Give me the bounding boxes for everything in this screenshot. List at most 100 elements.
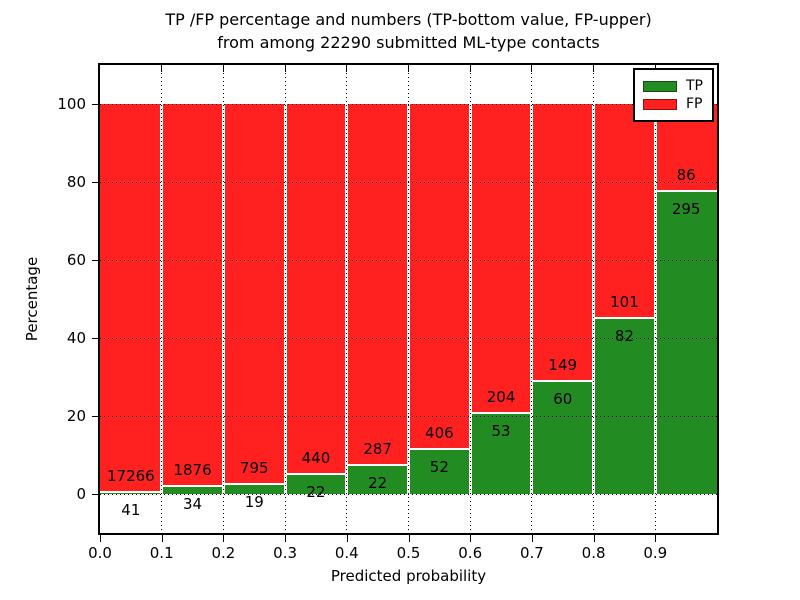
x-tick-mark (223, 533, 225, 542)
tp-count-label: 34 (183, 495, 203, 514)
x-tick-label: 0.2 (211, 544, 236, 562)
x-tick-mark (161, 533, 163, 542)
tp-count-label: 53 (491, 421, 511, 440)
x-gridline (284, 65, 286, 533)
fp-bar-segment (410, 104, 469, 450)
tp-swatch-icon (643, 80, 677, 92)
x-tick-label: 0.6 (458, 544, 483, 562)
x-axis-label: Predicted probability (330, 567, 487, 585)
tp-count-label: 22 (368, 474, 388, 493)
legend-label-fp: FP (686, 96, 703, 112)
top-tick-mark (161, 65, 163, 72)
fp-bar-segment (224, 104, 284, 485)
x-tick-mark (470, 533, 472, 542)
fp-count-label: 149 (548, 356, 578, 375)
x-tick-mark (408, 533, 410, 542)
fp-count-label: 795 (239, 458, 269, 477)
x-tick-label: 0.3 (273, 544, 298, 562)
y-tick-label: 100 (57, 95, 86, 113)
fp-bar-segment (595, 104, 654, 320)
tp-bar-segment (286, 475, 346, 494)
y-tick-label: 80 (66, 173, 86, 191)
tp-count-label: 295 (671, 200, 701, 219)
fp-count-label: 17266 (106, 467, 155, 486)
fp-count-label: 406 (425, 423, 454, 442)
x-tick-label: 0.4 (334, 544, 359, 562)
y-tick-mark (92, 181, 100, 183)
fp-bar-segment (348, 104, 407, 467)
x-tick-mark (346, 533, 348, 542)
fp-bar-segment (100, 104, 161, 494)
fp-count-label: 86 (676, 166, 696, 185)
x-tick-label: 0.8 (581, 544, 606, 562)
tp-count-label: 82 (614, 327, 634, 346)
x-gridline (593, 65, 595, 533)
tp-count-label: 52 (429, 457, 449, 476)
fp-count-label: 101 (610, 293, 639, 312)
fp-bar-segment (533, 104, 593, 383)
x-tick-label: 0.5 (396, 544, 421, 562)
top-tick-mark (284, 65, 286, 72)
y-tick-mark (92, 259, 100, 261)
y-axis-label: Percentage (23, 256, 41, 342)
x-gridline (408, 65, 409, 533)
fp-swatch-icon (643, 98, 677, 110)
fp-count-label: 204 (486, 387, 516, 406)
fp-bar-segment (163, 104, 222, 488)
x-gridline (469, 65, 471, 533)
x-tick-label: 0.0 (88, 544, 112, 562)
y-tick-mark (92, 493, 100, 495)
y-tick-mark (92, 337, 100, 339)
tp-bar-segment (471, 413, 531, 494)
chart-title: TP /FP percentage and numbers (TP-bottom… (98, 8, 719, 54)
x-tick-mark (285, 533, 287, 542)
y-tick-mark (92, 415, 100, 417)
x-tick-mark (655, 533, 657, 542)
tp-count-label: 41 (121, 501, 141, 520)
legend-label-tp: TP (686, 78, 703, 94)
x-tick-label: 0.7 (519, 544, 544, 562)
legend-entry-tp: TP (643, 79, 703, 93)
tp-bar-segment (595, 319, 654, 494)
x-gridline (654, 65, 656, 533)
tp-bar-segment (224, 484, 284, 494)
legend-entry-fp: FP (643, 97, 703, 111)
x-gridline (346, 65, 348, 533)
top-tick-mark (469, 65, 471, 72)
tp-count-label: 19 (244, 492, 264, 511)
tp-count-label: 22 (306, 483, 326, 502)
tp-bar-segment (656, 192, 717, 494)
chart-title-line1: TP /FP percentage and numbers (TP-bottom… (165, 10, 652, 29)
x-tick-mark (100, 533, 101, 542)
fp-count-label: 1876 (173, 461, 212, 480)
fp-bar-segment (471, 104, 531, 414)
y-tick-mark (92, 103, 100, 105)
x-gridline (161, 65, 163, 533)
tp-bar-segment (163, 487, 222, 494)
x-tick-mark (531, 533, 533, 542)
y-tick-label: 40 (66, 329, 86, 347)
x-gridline (531, 65, 533, 533)
y-tick-label: 20 (66, 407, 86, 425)
x-gridline (222, 65, 224, 533)
fp-count-label: 440 (301, 449, 331, 468)
x-tick-mark (593, 533, 595, 542)
top-tick-mark (346, 65, 348, 72)
chart-title-line2: from among 22290 submitted ML-type conta… (217, 33, 600, 52)
y-tick-label: 0 (76, 485, 86, 503)
fp-count-label: 287 (363, 440, 392, 459)
top-tick-mark (531, 65, 533, 72)
top-tick-mark (408, 65, 409, 72)
tp-bar-segment (410, 449, 469, 494)
legend: TP FP (633, 68, 714, 122)
tp-bar-segment (533, 382, 593, 494)
y-tick-label: 60 (66, 251, 86, 269)
x-tick-label: 0.1 (149, 544, 174, 562)
tp-bar-segment (348, 466, 407, 494)
top-tick-mark (593, 65, 595, 72)
plot-area: 17266 41 1876 34 795 19 440 22 287 22 406 52 204 53 14… (98, 63, 719, 535)
x-tick-label: 0.9 (643, 544, 668, 562)
fp-bar-segment (286, 104, 346, 476)
top-tick-mark (222, 65, 224, 72)
